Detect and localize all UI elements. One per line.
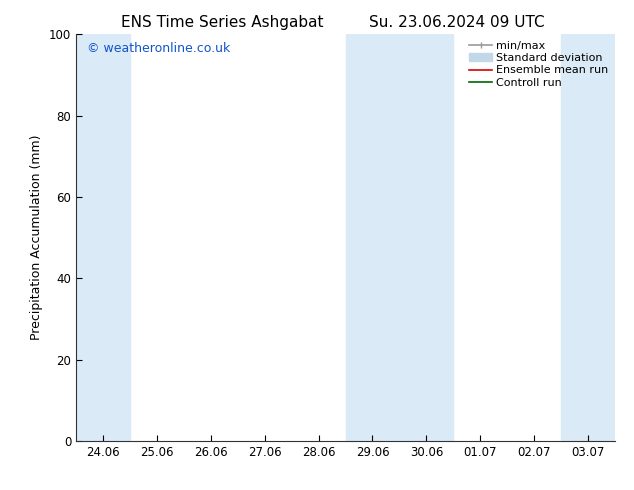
Bar — [399, 34, 453, 441]
Text: © weatheronline.co.uk: © weatheronline.co.uk — [87, 43, 230, 55]
Text: Su. 23.06.2024 09 UTC: Su. 23.06.2024 09 UTC — [368, 15, 545, 30]
Bar — [346, 34, 399, 441]
Text: ENS Time Series Ashgabat: ENS Time Series Ashgabat — [120, 15, 323, 30]
Y-axis label: Precipitation Accumulation (mm): Precipitation Accumulation (mm) — [30, 135, 43, 341]
Bar — [76, 34, 130, 441]
Bar — [561, 34, 615, 441]
Legend: min/max, Standard deviation, Ensemble mean run, Controll run: min/max, Standard deviation, Ensemble me… — [465, 37, 612, 92]
